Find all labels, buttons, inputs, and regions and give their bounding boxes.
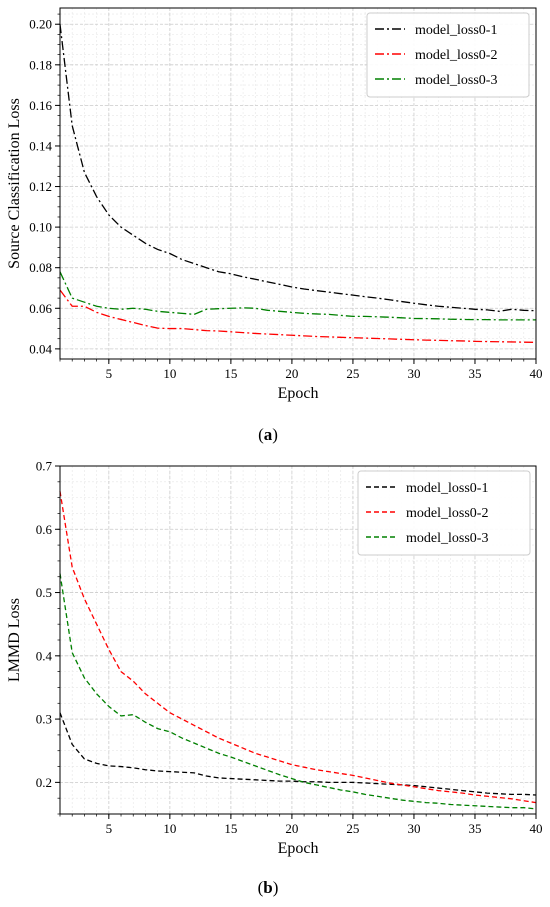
- y-tick-label: 0.16: [29, 98, 52, 113]
- series-line-2: [59, 491, 537, 804]
- x-axis-label: Epoch: [278, 385, 319, 402]
- x-tick-label: 25: [346, 821, 359, 836]
- y-tick-label: 0.20: [29, 17, 52, 32]
- y-tick-label: 0.08: [29, 260, 52, 275]
- y-tick-label: 0.12: [29, 179, 52, 194]
- x-axis-label: Epoch: [278, 840, 319, 857]
- series-line-1: [59, 712, 537, 796]
- series-line-2: [59, 289, 537, 344]
- y-tick-label: 0.18: [29, 57, 52, 72]
- legend-label-1: model_loss0-1: [415, 23, 497, 38]
- x-tick-label: 5: [106, 821, 113, 836]
- grid: [59, 8, 537, 359]
- x-tick-label: 30: [407, 821, 420, 836]
- y-tick-label: 0.4: [36, 648, 53, 663]
- chart-panel-b: 5 10 15 20 25 30 35 40 0.2 0.3 0.4 0.5 0.6 0.7 Epoch LM…: [6, 459, 543, 898]
- x-tick-label: 40: [530, 821, 543, 836]
- x-tick-label: 20: [285, 366, 298, 381]
- y-axis-label: Source Classification Loss: [6, 98, 23, 269]
- legend-label-2: model_loss0-2: [415, 48, 497, 63]
- x-tick-label: 15: [224, 366, 237, 381]
- legend-box: [357, 470, 531, 556]
- y-tick-label: 0.06: [29, 301, 52, 316]
- x-tick-label: 35: [468, 821, 481, 836]
- x-tick-label: 10: [163, 366, 176, 381]
- y-tick-label: 0.10: [29, 220, 52, 235]
- legend: model_loss0-1 model_loss0-2 model_loss0-3: [357, 470, 531, 556]
- legend-label-2: model_loss0-2: [406, 506, 488, 521]
- x-tick-label: 15: [224, 821, 237, 836]
- plot-frame: [59, 7, 537, 360]
- x-tick-label: 10: [163, 821, 176, 836]
- series-line-3: [59, 573, 537, 810]
- chart-panel-a: 5 10 15 20 25 30 35 40 0.04 0.06 0.08 0.10 0.12 0.14 0…: [6, 7, 543, 444]
- legend-label-3: model_loss0-3: [406, 531, 488, 546]
- legend: model_loss0-1 model_loss0-2 model_loss0-3: [366, 12, 530, 98]
- x-tick-label: 35: [468, 366, 481, 381]
- y-axis-label: LMMD Loss: [6, 598, 23, 682]
- legend-label-1: model_loss0-1: [406, 481, 488, 496]
- x-tick-label: 25: [346, 366, 359, 381]
- y-tick-label: 0.2: [36, 775, 52, 790]
- legend-label-3: model_loss0-3: [415, 73, 497, 88]
- panel-caption: (b): [258, 878, 279, 897]
- y-tick-label: 0.04: [29, 341, 52, 356]
- y-tick-label: 0.3: [36, 712, 52, 727]
- x-tick-label: 20: [285, 821, 298, 836]
- panel-caption: (a): [258, 425, 278, 444]
- x-tick-label: 5: [106, 366, 113, 381]
- series-line-1: [59, 24, 537, 312]
- x-tick-label: 40: [530, 366, 543, 381]
- y-tick-label: 0.5: [36, 585, 52, 600]
- series-line-3: [59, 271, 536, 321]
- y-tick-label: 0.6: [36, 522, 53, 537]
- y-tick-label: 0.14: [29, 138, 52, 153]
- x-tick-label: 30: [407, 366, 420, 381]
- y-tick-label: 0.7: [36, 459, 53, 474]
- legend-box: [366, 12, 530, 98]
